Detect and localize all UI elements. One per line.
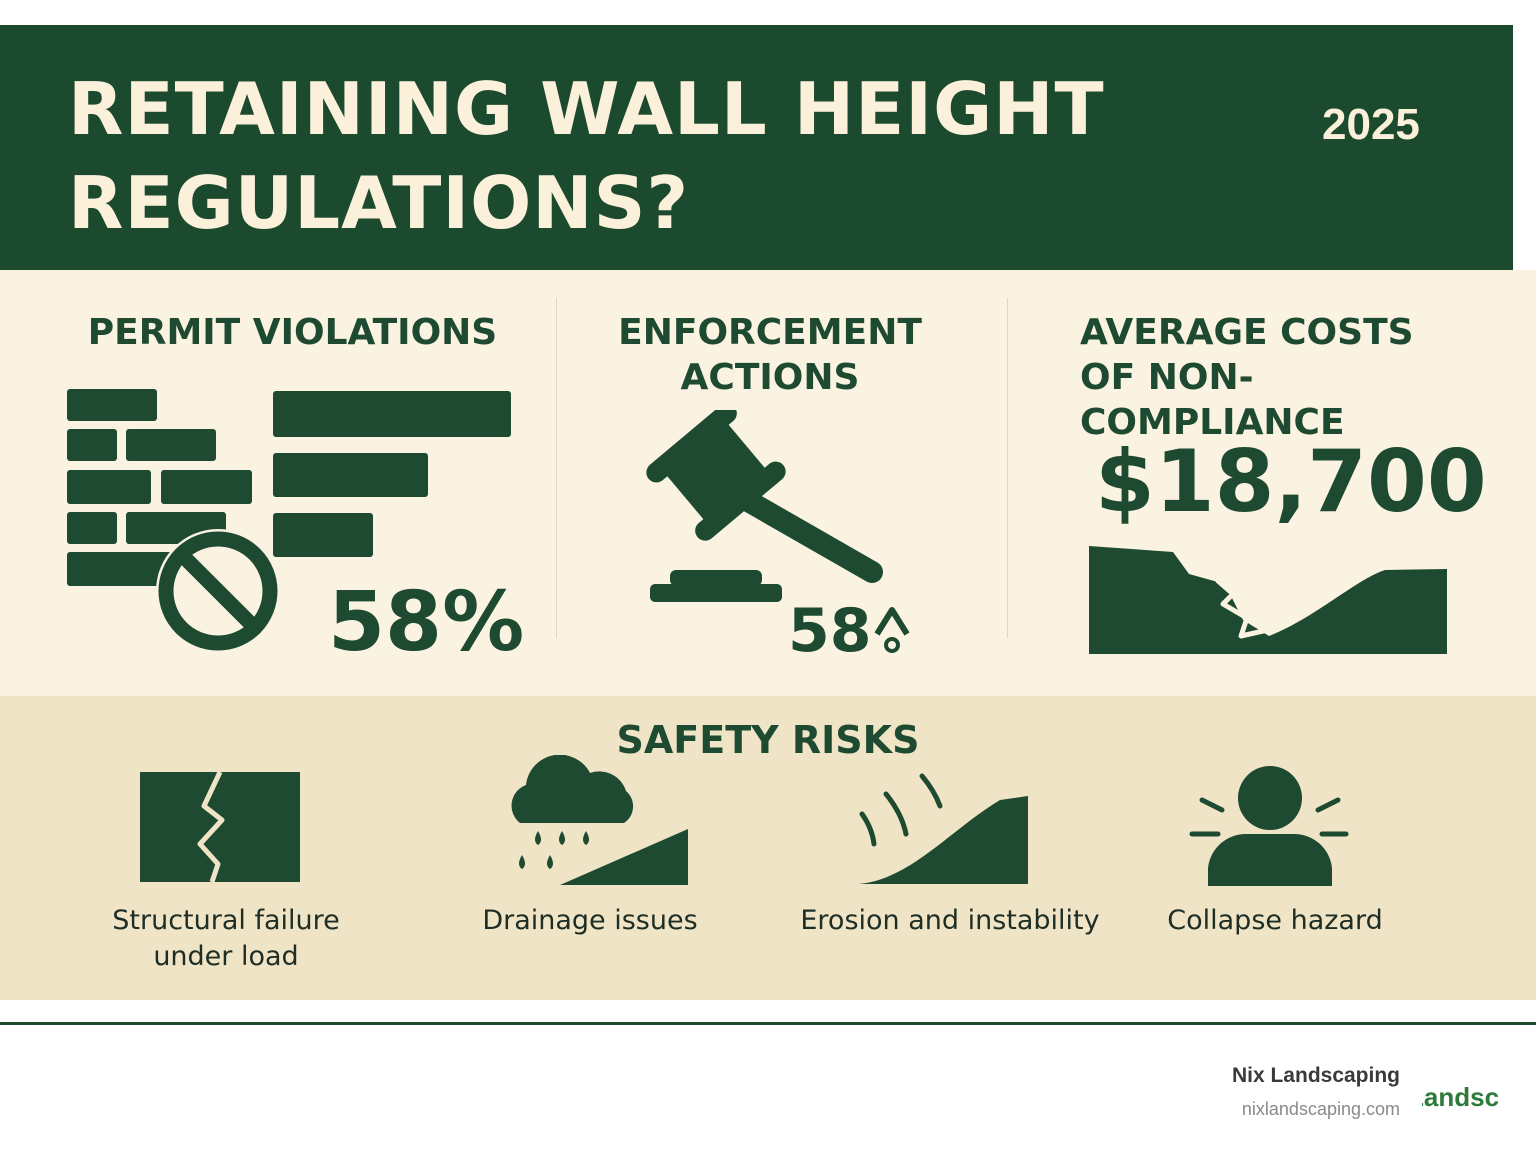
header-banner	[0, 25, 1513, 270]
stat-title-permit-violations: PERMIT VIOLATIONS	[87, 312, 498, 353]
rain-cloud-slope-icon	[511, 755, 688, 885]
eroding-slope-icon	[858, 773, 1028, 884]
year-label: 2025	[1322, 100, 1420, 149]
footer-company-name: Nix Landscaping	[1231, 1064, 1400, 1087]
stat-divider	[556, 298, 557, 638]
stat-title-average-costs: AVERAGE COSTS OF NON-COMPLIANCE	[1080, 312, 1414, 443]
footer-logo: Landsc	[1422, 1082, 1504, 1122]
footer-url[interactable]: nixlandscaping.com	[1241, 1099, 1400, 1119]
brick-wall-prohibited-icon	[67, 389, 511, 653]
page-title: RETAINING WALL HEIGHT REGULATIONS?	[68, 67, 1105, 245]
stat-value-enforcement-actions: 58	[788, 596, 872, 666]
footer-logo-text: Landsc	[1422, 1082, 1500, 1112]
risk-label-collapse-hazard: Collapse hazard	[1167, 905, 1383, 936]
risk-label-drainage-issues: Drainage issues	[482, 905, 698, 936]
person-alert-icon	[1189, 766, 1349, 886]
footer-divider	[0, 1022, 1536, 1025]
cracked-wall-icon	[140, 772, 300, 882]
risk-label-erosion-instability: Erosion and instability	[800, 905, 1100, 936]
stat-value-average-costs: $18,700	[1095, 432, 1487, 532]
stat-divider	[1007, 298, 1008, 638]
risk-label-structural-failure: Structural failure under load	[112, 905, 340, 972]
safety-risks-title: SAFETY RISKS	[616, 718, 920, 762]
gavel-icon	[646, 410, 883, 602]
stat-title-enforcement-actions: ENFORCEMENT ACTIONS	[618, 312, 922, 398]
landslide-icon	[1089, 546, 1447, 654]
up-arrow-icon	[874, 607, 910, 653]
stat-value-permit-violations: 58%	[328, 575, 525, 670]
